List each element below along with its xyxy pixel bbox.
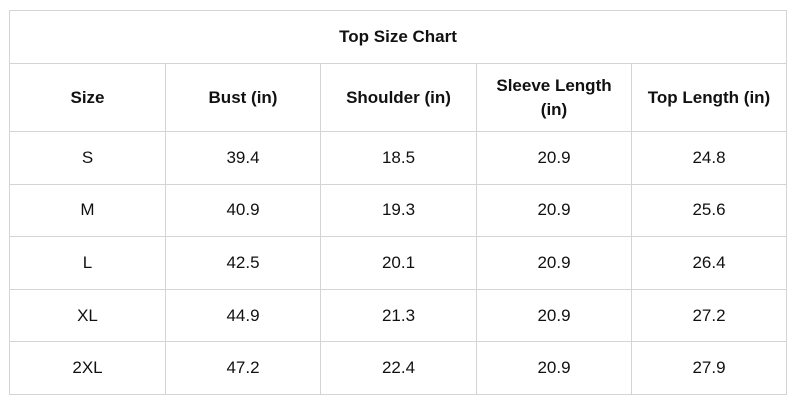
measure-cell: 19.3 [320, 183, 477, 238]
table-row: XL 44.9 21.3 20.9 27.2 [9, 288, 788, 343]
measure-cell: 47.2 [165, 341, 321, 395]
table-row: L 42.5 20.1 20.9 26.4 [9, 236, 788, 290]
measure-cell: 20.9 [476, 236, 632, 290]
column-header: Bust (in) [165, 63, 321, 132]
table-row: M 40.9 19.3 20.9 25.6 [9, 183, 788, 238]
measure-cell: 39.4 [165, 131, 321, 185]
table-head: Top Size Chart Size Bust (in) Shoulder (in… [8, 10, 788, 132]
measure-cell: 40.9 [165, 183, 321, 238]
column-header: Sleeve Length (in) [476, 63, 632, 132]
measure-cell: 27.9 [630, 341, 788, 395]
column-header: Size [9, 63, 166, 132]
measure-cell: 20.1 [320, 236, 477, 290]
size-cell: M [9, 183, 166, 238]
size-cell: XL [9, 288, 166, 343]
size-table: Top Size Chart Size Bust (in) Shoulder (in… [8, 10, 788, 395]
header-row: Size Bust (in) Shoulder (in) Sleeve Length … [9, 63, 788, 132]
measure-cell: 18.5 [320, 131, 477, 185]
title-row: Top Size Chart [8, 10, 788, 64]
measure-cell: 20.9 [476, 183, 632, 238]
size-cell: 2XL [9, 341, 166, 395]
size-cell: L [9, 236, 166, 290]
measure-cell: 24.8 [630, 131, 788, 185]
size-cell: S [9, 131, 166, 185]
table-row: S 39.4 18.5 20.9 24.8 [9, 131, 788, 185]
measure-cell: 22.4 [320, 341, 477, 395]
column-header: Shoulder (in) [320, 63, 477, 132]
measure-cell: 27.2 [630, 288, 788, 343]
column-header: Top Length (in) [630, 63, 788, 132]
measure-cell: 20.9 [476, 131, 632, 185]
measure-cell: 25.6 [630, 183, 788, 238]
measure-cell: 26.4 [630, 236, 788, 290]
measure-cell: 42.5 [165, 236, 321, 290]
table-row: 2XL 47.2 22.4 20.9 27.9 [9, 341, 788, 395]
measure-cell: 20.9 [476, 341, 632, 395]
table-body: S 39.4 18.5 20.9 24.8 M 40.9 19.3 20.9 25.6 L 42.5 2… [9, 131, 788, 395]
table-title: Top Size Chart [8, 10, 788, 64]
measure-cell: 44.9 [165, 288, 321, 343]
measure-cell: 21.3 [320, 288, 477, 343]
measure-cell: 20.9 [476, 288, 632, 343]
